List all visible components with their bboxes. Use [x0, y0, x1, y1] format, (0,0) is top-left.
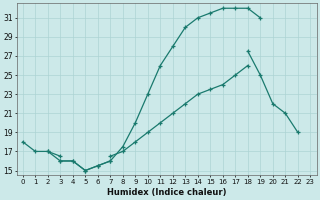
- X-axis label: Humidex (Indice chaleur): Humidex (Indice chaleur): [107, 188, 226, 197]
